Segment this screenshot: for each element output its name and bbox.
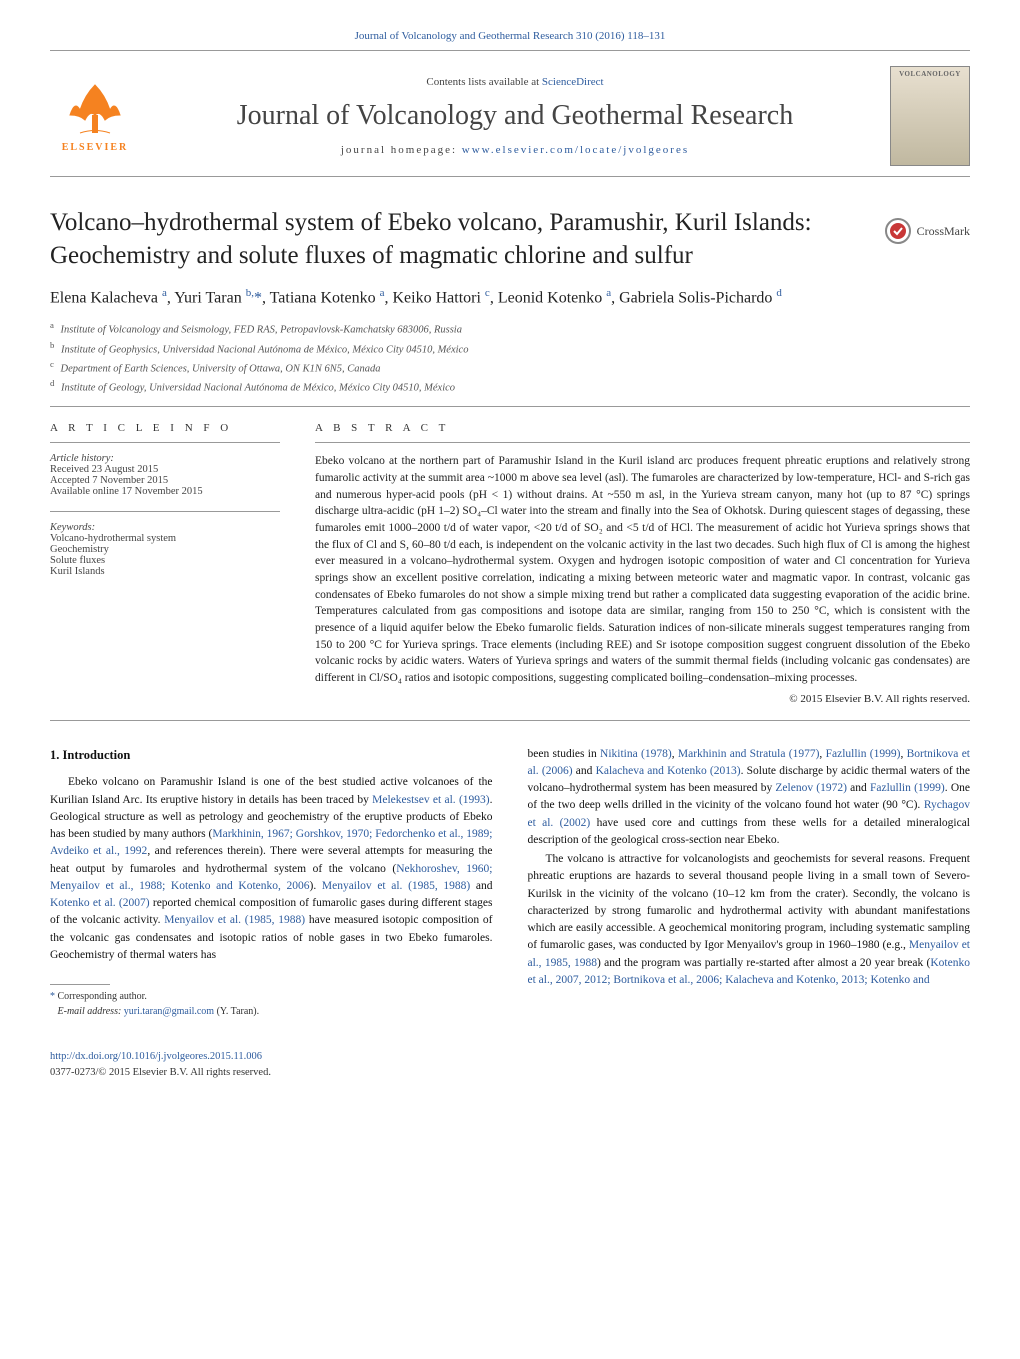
page-footer: http://dx.doi.org/10.1016/j.jvolgeores.2… — [50, 1049, 493, 1081]
affiliations: a Institute of Volcanology and Seismolog… — [50, 319, 970, 396]
elsevier-text: ELSEVIER — [62, 142, 129, 153]
intro-heading: 1. Introduction — [50, 746, 493, 765]
history-online: Available online 17 November 2015 — [50, 486, 280, 497]
crossmark-icon — [884, 217, 912, 245]
intro-para-1: Ebeko volcano on Paramushir Island is on… — [50, 774, 493, 964]
info-divider — [50, 442, 280, 443]
doi-link[interactable]: http://dx.doi.org/10.1016/j.jvolgeores.2… — [50, 1049, 493, 1065]
affiliation-d: d Institute of Geology, Universidad Naci… — [50, 377, 970, 396]
article-title: Volcano–hydrothermal system of Ebeko vol… — [50, 207, 832, 272]
corr-name: (Y. Taran). — [217, 1006, 260, 1017]
corr-label: Corresponding author. — [58, 991, 147, 1002]
title-block: Volcano–hydrothermal system of Ebeko vol… — [50, 207, 970, 272]
article-info-head: A R T I C L E I N F O — [50, 422, 280, 434]
affiliation-a: a Institute of Volcanology and Seismolog… — [50, 319, 970, 338]
abstract-head: A B S T R A C T — [315, 422, 970, 434]
keywords-block: Keywords: Volcano-hydrothermal system Ge… — [50, 522, 280, 577]
footer-copyright: 0377-0273/© 2015 Elsevier B.V. All right… — [50, 1065, 493, 1081]
history-label: Article history: — [50, 453, 280, 464]
elsevier-logo[interactable]: ELSEVIER — [50, 71, 140, 161]
sciencedirect-link[interactable]: ScienceDirect — [542, 76, 604, 88]
intro-para-3: The volcano is attractive for volcanolog… — [528, 851, 971, 989]
body-columns: 1. Introduction Ebeko volcano on Paramus… — [50, 746, 970, 1081]
authors-line: Elena Kalacheva a, Yuri Taran b,*, Tatia… — [50, 287, 970, 307]
keywords-divider — [50, 511, 280, 512]
meta-divider-top — [50, 406, 970, 407]
body-column-right: been studies in Nikitina (1978), Markhin… — [528, 746, 971, 1081]
homepage-prefix: journal homepage: — [341, 144, 462, 156]
header-citation: Journal of Volcanology and Geothermal Re… — [50, 30, 970, 42]
meta-abstract-row: A R T I C L E I N F O Article history: R… — [50, 422, 970, 704]
affiliation-c: c Department of Earth Sciences, Universi… — [50, 358, 970, 377]
masthead: ELSEVIER Contents lists available at Sci… — [50, 66, 970, 177]
history-block: Article history: Received 23 August 2015… — [50, 453, 280, 497]
intro-para-2: been studies in Nikitina (1978), Markhin… — [528, 746, 971, 850]
keyword-4: Kuril Islands — [50, 566, 280, 577]
abstract-divider — [315, 442, 970, 443]
journal-name: Journal of Volcanology and Geothermal Re… — [140, 100, 890, 132]
crossmark-text: CrossMark — [917, 224, 970, 239]
corr-email[interactable]: yuri.taran@gmail.com — [124, 1006, 214, 1017]
keyword-2: Geochemistry — [50, 544, 280, 555]
history-received: Received 23 August 2015 — [50, 464, 280, 475]
keyword-3: Solute fluxes — [50, 555, 280, 566]
masthead-center: Contents lists available at ScienceDirec… — [140, 76, 890, 156]
homepage-link[interactable]: www.elsevier.com/locate/jvolgeores — [462, 144, 689, 156]
article-info-column: A R T I C L E I N F O Article history: R… — [50, 422, 280, 704]
affiliation-b: b Institute of Geophysics, Universidad N… — [50, 339, 970, 358]
email-label: E-mail address: — [58, 1006, 122, 1017]
crossmark-badge[interactable]: CrossMark — [884, 217, 970, 245]
contents-list: Contents lists available at ScienceDirec… — [140, 76, 890, 88]
body-divider — [50, 720, 970, 721]
history-accepted: Accepted 7 November 2015 — [50, 475, 280, 486]
journal-homepage: journal homepage: www.elsevier.com/locat… — [140, 144, 890, 156]
contents-prefix: Contents lists available at — [426, 76, 541, 88]
body-column-left: 1. Introduction Ebeko volcano on Paramus… — [50, 746, 493, 1081]
abstract-column: A B S T R A C T Ebeko volcano at the nor… — [315, 422, 970, 704]
cover-thumb-title: VOLCANOLOGY — [894, 70, 966, 78]
abstract-text: Ebeko volcano at the northern part of Pa… — [315, 453, 970, 686]
abstract-copyright: © 2015 Elsevier B.V. All rights reserved… — [315, 693, 970, 705]
elsevier-tree-icon — [60, 80, 130, 140]
corresponding-footnote: * Corresponding author. E-mail address: … — [50, 989, 493, 1019]
keyword-1: Volcano-hydrothermal system — [50, 533, 280, 544]
footnote-divider — [50, 984, 110, 985]
journal-cover-thumbnail[interactable]: VOLCANOLOGY — [890, 66, 970, 166]
header-divider — [50, 50, 970, 51]
keywords-label: Keywords: — [50, 522, 280, 533]
